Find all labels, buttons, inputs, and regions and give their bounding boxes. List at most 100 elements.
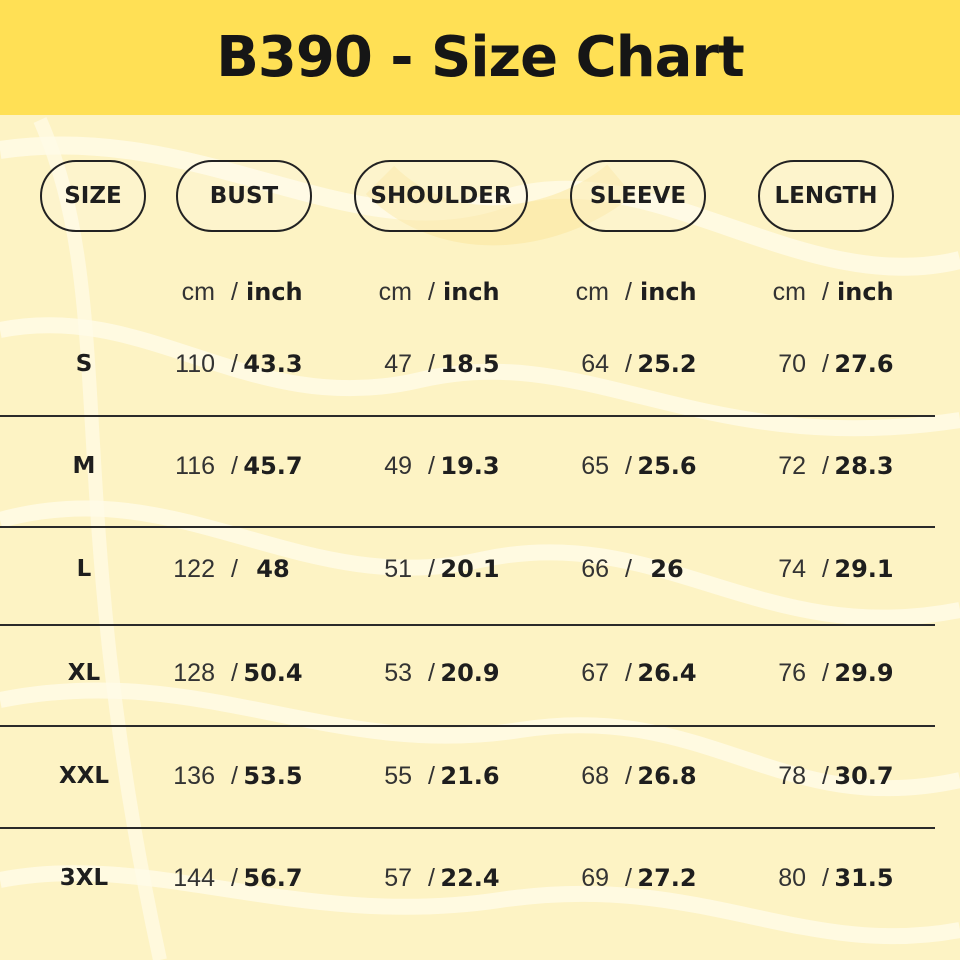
value-cm: 128 bbox=[173, 659, 215, 687]
unit-inch-label: inch bbox=[640, 278, 697, 306]
value-slash: / bbox=[231, 864, 238, 892]
value-inch: 43.3 bbox=[243, 350, 303, 378]
value-slash: / bbox=[625, 555, 632, 583]
value-cm: 122 bbox=[173, 555, 215, 583]
unit-cm-label: cm bbox=[378, 278, 412, 306]
column-header-size: SIZE bbox=[40, 160, 146, 232]
value-inch: 21.6 bbox=[440, 762, 500, 790]
value-cm: 64 bbox=[581, 350, 609, 378]
size-label: XXL bbox=[58, 763, 110, 789]
value-inch: 25.2 bbox=[637, 350, 697, 378]
value-slash: / bbox=[822, 864, 829, 892]
table-row: M 116 / 45.7 49 / 19.3 65 / 25.6 72 / 28.3 bbox=[0, 446, 960, 486]
size-label: S bbox=[75, 351, 93, 377]
unit-slash: / bbox=[428, 278, 435, 306]
value-inch: 28.3 bbox=[834, 452, 894, 480]
row-divider bbox=[0, 827, 935, 829]
value-cm: 69 bbox=[581, 864, 609, 892]
column-header-sleeve: SLEEVE bbox=[570, 160, 706, 232]
size-label: M bbox=[72, 453, 96, 479]
value-cm: 144 bbox=[173, 864, 215, 892]
value-cm: 57 bbox=[384, 864, 412, 892]
value-slash: / bbox=[231, 762, 238, 790]
value-inch: 31.5 bbox=[834, 864, 894, 892]
value-slash: / bbox=[428, 350, 435, 378]
value-slash: / bbox=[231, 350, 238, 378]
value-slash: / bbox=[231, 659, 238, 687]
column-header-bust: BUST bbox=[176, 160, 312, 232]
unit-cm-label: cm bbox=[181, 278, 215, 306]
unit-slash: / bbox=[625, 278, 632, 306]
value-cm: 70 bbox=[778, 350, 806, 378]
value-slash: / bbox=[822, 762, 829, 790]
size-label: 3XL bbox=[59, 865, 109, 891]
value-slash: / bbox=[428, 659, 435, 687]
table-row: XXL 136 / 53.5 55 / 21.6 68 / 26.8 78 / 30.7 bbox=[0, 756, 960, 796]
unit-inch-label: inch bbox=[837, 278, 894, 306]
value-cm: 53 bbox=[384, 659, 412, 687]
value-inch: 20.9 bbox=[440, 659, 500, 687]
row-divider bbox=[0, 624, 935, 626]
value-slash: / bbox=[822, 555, 829, 583]
value-inch: 27.2 bbox=[637, 864, 697, 892]
value-slash: / bbox=[625, 762, 632, 790]
value-inch: 53.5 bbox=[243, 762, 303, 790]
column-header-shoulder: SHOULDER bbox=[354, 160, 528, 232]
value-slash: / bbox=[231, 555, 238, 583]
value-inch: 18.5 bbox=[440, 350, 500, 378]
value-cm: 67 bbox=[581, 659, 609, 687]
value-cm: 68 bbox=[581, 762, 609, 790]
value-inch: 20.1 bbox=[440, 555, 500, 583]
unit-slash: / bbox=[231, 278, 238, 306]
value-inch: 45.7 bbox=[243, 452, 303, 480]
value-inch: 26.8 bbox=[637, 762, 697, 790]
unit-inch-label: inch bbox=[246, 278, 303, 306]
row-divider bbox=[0, 725, 935, 727]
table-row: XL 128 / 50.4 53 / 20.9 67 / 26.4 76 / 29.9 bbox=[0, 653, 960, 693]
value-inch: 22.4 bbox=[440, 864, 500, 892]
value-slash: / bbox=[822, 452, 829, 480]
size-label: L bbox=[76, 556, 92, 582]
value-inch: 30.7 bbox=[834, 762, 894, 790]
row-divider bbox=[0, 526, 935, 528]
value-slash: / bbox=[428, 864, 435, 892]
value-inch: 29.1 bbox=[834, 555, 894, 583]
value-cm: 47 bbox=[384, 350, 412, 378]
unit-inch-label: inch bbox=[443, 278, 500, 306]
value-cm: 136 bbox=[173, 762, 215, 790]
value-slash: / bbox=[625, 659, 632, 687]
unit-cm-label: cm bbox=[575, 278, 609, 306]
value-cm: 74 bbox=[778, 555, 806, 583]
value-inch: 48 bbox=[256, 555, 290, 583]
value-inch: 19.3 bbox=[440, 452, 500, 480]
value-cm: 78 bbox=[778, 762, 806, 790]
row-divider bbox=[0, 415, 935, 417]
page-title: B390 - Size Chart bbox=[216, 25, 745, 90]
value-cm: 66 bbox=[581, 555, 609, 583]
unit-cm-label: cm bbox=[772, 278, 806, 306]
units-row: cm / inch cm / inch cm / inch cm / inch bbox=[0, 272, 960, 312]
value-cm: 51 bbox=[384, 555, 412, 583]
value-inch: 25.6 bbox=[637, 452, 697, 480]
header-banner: B390 - Size Chart bbox=[0, 0, 960, 115]
value-inch: 50.4 bbox=[243, 659, 303, 687]
unit-slash: / bbox=[822, 278, 829, 306]
size-label: XL bbox=[67, 660, 101, 686]
value-inch: 29.9 bbox=[834, 659, 894, 687]
value-slash: / bbox=[625, 350, 632, 378]
value-slash: / bbox=[822, 350, 829, 378]
value-slash: / bbox=[231, 452, 238, 480]
value-slash: / bbox=[625, 864, 632, 892]
value-cm: 76 bbox=[778, 659, 806, 687]
value-inch: 27.6 bbox=[834, 350, 894, 378]
value-slash: / bbox=[822, 659, 829, 687]
value-slash: / bbox=[625, 452, 632, 480]
value-cm: 72 bbox=[778, 452, 806, 480]
value-cm: 49 bbox=[384, 452, 412, 480]
value-inch: 26.4 bbox=[637, 659, 697, 687]
table-row: S 110 / 43.3 47 / 18.5 64 / 25.2 70 / 27.6 bbox=[0, 344, 960, 384]
value-cm: 80 bbox=[778, 864, 806, 892]
value-cm: 65 bbox=[581, 452, 609, 480]
column-header-length: LENGTH bbox=[758, 160, 894, 232]
